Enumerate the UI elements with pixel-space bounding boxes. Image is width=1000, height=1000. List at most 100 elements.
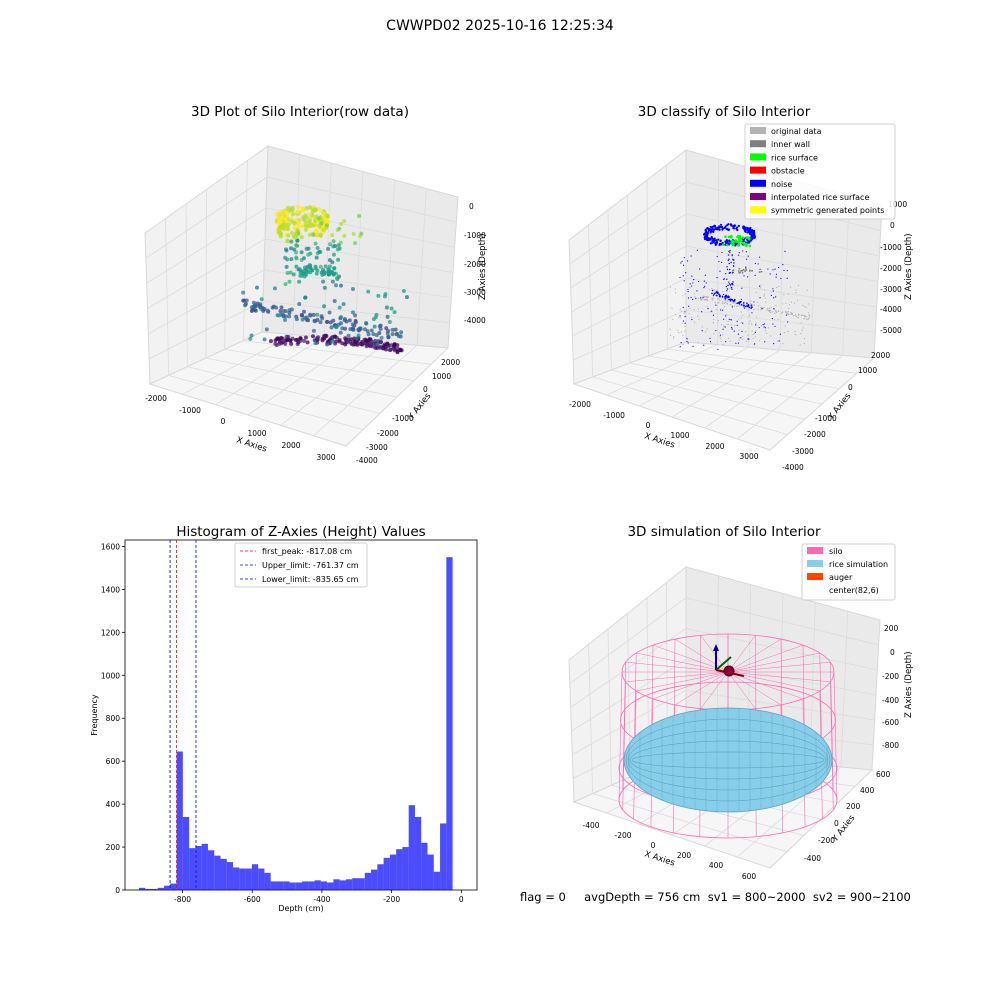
- histogram-legend-label: Upper_limit: -761.37 cm: [262, 561, 359, 570]
- classify-xtick: 3000: [739, 452, 758, 461]
- original-data-point: [735, 305, 738, 308]
- raw-point: [320, 272, 325, 277]
- histogram-bar: [195, 845, 202, 890]
- raw-point: [289, 239, 294, 244]
- classify-ztick: -3000: [880, 285, 902, 294]
- inner-wall-point: [745, 269, 748, 271]
- original-data-point: [729, 285, 732, 287]
- original-data-point: [768, 307, 771, 310]
- histogram-ytick-label: 400: [106, 800, 121, 809]
- raw-point: [384, 305, 389, 310]
- noise-point: [711, 310, 713, 312]
- raw-point: [294, 209, 300, 215]
- simulation-ylabel: Y Axies: [830, 813, 858, 845]
- noise-point: [702, 297, 704, 299]
- noise-point: [683, 257, 685, 259]
- classify-legend-swatch: [750, 179, 766, 187]
- original-data-point: [755, 330, 757, 332]
- noise-point: [727, 295, 730, 298]
- original-data-point: [726, 303, 729, 305]
- raw-grid: [145, 154, 457, 436]
- raw-point: [351, 231, 356, 236]
- raw-point: [308, 266, 313, 271]
- noise-point: [754, 262, 757, 264]
- original-data-point: [777, 318, 779, 321]
- noise-point: [680, 342, 682, 344]
- original-data-point: [756, 316, 758, 318]
- noise-point: [746, 228, 749, 231]
- raw-point: [327, 258, 332, 263]
- original-data-point: [723, 302, 726, 304]
- raw-point: [317, 207, 322, 212]
- raw-point: [333, 334, 338, 339]
- raw-xlabel: X Axies: [235, 435, 268, 454]
- raw-point: [303, 335, 308, 340]
- noise-point: [722, 309, 724, 311]
- noise-point: [742, 322, 744, 324]
- raw-point: [336, 257, 341, 262]
- rice-surface-point: [730, 236, 733, 239]
- original-data-point: [805, 306, 807, 309]
- noise-point: [746, 226, 749, 230]
- histogram-bar: [145, 888, 152, 890]
- original-data-point: [758, 340, 761, 342]
- original-data-point: [731, 304, 733, 306]
- raw-point: [371, 332, 376, 337]
- noise-point: [742, 250, 744, 252]
- original-data-point: [753, 304, 756, 306]
- raw-point: [297, 301, 302, 306]
- original-data-point: [798, 313, 800, 316]
- silo-strut: [618, 671, 623, 801]
- raw-ytick: -3000: [366, 443, 388, 452]
- noise-point: [728, 268, 731, 271]
- original-data-point: [795, 289, 797, 291]
- original-data-point: [726, 300, 729, 302]
- raw-ztick: -3000: [464, 288, 486, 297]
- histogram-bar: [182, 816, 190, 890]
- noise-point: [716, 291, 719, 294]
- noise-point: [680, 262, 682, 264]
- raw-point: [283, 255, 288, 260]
- original-data-point: [778, 310, 780, 312]
- simulation-legend-label: silo: [829, 547, 843, 556]
- rice-surface-point: [737, 243, 741, 246]
- original-data-point: [792, 314, 795, 317]
- simulation-zlabel: Z Axies (Depth): [904, 651, 914, 718]
- raw-point: [299, 234, 304, 240]
- raw-point: [320, 267, 325, 272]
- noise-point: [775, 273, 778, 275]
- original-data-point: [694, 296, 696, 298]
- histogram-bar: [226, 862, 234, 890]
- classify-ztick: 0: [890, 221, 895, 230]
- noise-point: [737, 301, 740, 304]
- raw-y-ticks: 2000 1000 0 -1000 -2000 -3000 -4000: [356, 358, 460, 465]
- raw-point: [357, 214, 362, 219]
- noise-point: [754, 274, 756, 276]
- raw-point: [353, 342, 358, 347]
- original-data-point: [800, 322, 803, 324]
- original-data-point: [802, 304, 804, 306]
- original-data-point: [775, 305, 777, 307]
- noise-point: [747, 338, 749, 340]
- noise-point: [738, 254, 740, 256]
- raw-point: [304, 206, 309, 211]
- noise-point: [751, 237, 754, 241]
- raw-point: [291, 272, 296, 277]
- simulation-ytick: 0: [834, 819, 839, 828]
- raw-point: [366, 289, 371, 294]
- raw-point: [313, 264, 318, 269]
- noise-point: [709, 225, 712, 229]
- noise-point: [726, 278, 728, 280]
- original-data-point: [723, 306, 725, 308]
- noise-point: [716, 255, 718, 258]
- raw-point: [348, 327, 353, 332]
- raw-point: [278, 308, 283, 313]
- original-data-point: [740, 321, 742, 324]
- noise-point: [747, 304, 750, 307]
- noise-point: [728, 281, 730, 283]
- original-data-point: [711, 287, 713, 290]
- raw-point: [364, 321, 369, 326]
- original-data-point: [775, 310, 777, 312]
- raw-point: [299, 250, 304, 255]
- raw-point: [307, 232, 312, 237]
